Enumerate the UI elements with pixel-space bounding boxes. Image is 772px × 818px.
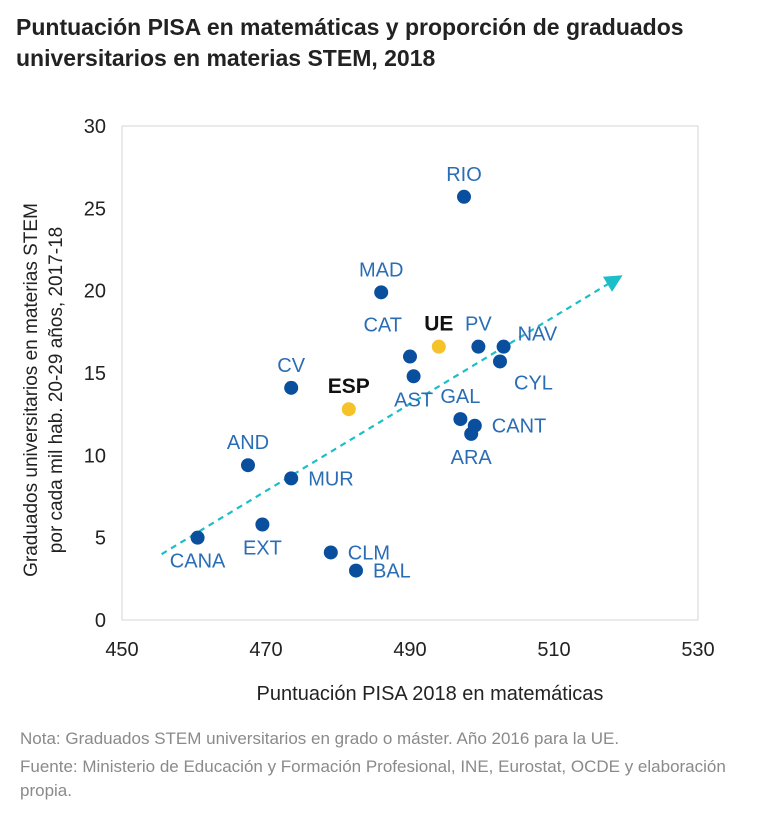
y-tick-label: 20 (84, 281, 106, 303)
point-and (241, 458, 255, 473)
y-tick-label: 5 (95, 528, 106, 550)
chart-title-line-2: universitarios en materias STEM, 2018 (16, 45, 436, 71)
point-label-pv: PV (465, 314, 492, 336)
x-tick-label: 510 (537, 639, 570, 661)
y-tick-label: 10 (84, 445, 106, 467)
point-cv (284, 380, 299, 395)
point-mad (374, 285, 389, 300)
point-label-ext: EXT (243, 537, 282, 559)
y-axis-title-line-2: por cada mil hab. 20-29 años, 2017-18 (46, 227, 67, 553)
x-tick-label: 470 (249, 639, 282, 661)
x-tick-label: 490 (393, 639, 426, 661)
x-axis: 450 470 490 510 530 (105, 639, 714, 661)
chart-title: Puntuación PISA en matemáticas y proporc… (16, 12, 756, 74)
point-bal (349, 563, 363, 578)
point-label-and: AND (227, 432, 269, 454)
point-nav (496, 339, 511, 354)
point-gal (453, 412, 468, 427)
y-axis-title-line-1: Graduados universitarios en materias STE… (21, 203, 42, 577)
point-label-cana: CANA (170, 551, 226, 573)
point-label-nav: NAV (518, 324, 558, 346)
y-tick-label: 30 (84, 116, 106, 138)
point-label-cant: CANT (492, 416, 546, 438)
point-label-mur: MUR (308, 468, 354, 490)
point-label-cyl: CYL (514, 372, 553, 394)
point-label-cv: CV (277, 355, 305, 377)
point-ext (255, 517, 270, 532)
x-tick-label: 530 (681, 639, 714, 661)
point-pv (471, 339, 486, 354)
point-label-esp: ESP (328, 375, 370, 398)
point-rio (457, 189, 471, 204)
point-label-bal: BAL (373, 561, 411, 583)
point-label-mad: MAD (359, 259, 403, 281)
footnote-fuente: Fuente: Ministerio de Educación y Formac… (20, 757, 726, 800)
y-axis: 0 5 10 15 20 25 30 (84, 116, 106, 632)
point-label-gal: GAL (440, 386, 480, 408)
point-cat (403, 349, 417, 364)
point-cana (190, 530, 205, 545)
x-axis-title: Puntuación PISA 2018 en matemáticas (257, 683, 604, 705)
point-esp (341, 402, 356, 417)
x-tick-label: 450 (105, 639, 138, 661)
point-ue (431, 339, 446, 354)
data-points: RIO MAD CAT UE PV NAV CYL CV ESP AST GAL CANT ARA AND… (170, 164, 558, 583)
point-label-ue: UE (424, 313, 453, 336)
y-tick-label: 25 (84, 198, 106, 220)
y-tick-label: 0 (95, 610, 106, 632)
point-label-cat: CAT (363, 315, 402, 337)
point-label-ara: ARA (451, 447, 493, 469)
point-cyl (493, 354, 507, 369)
point-label-clm: CLM (348, 542, 390, 564)
chart-title-line-1: Puntuación PISA en matemáticas y proporc… (16, 14, 684, 40)
point-ast (406, 369, 421, 384)
point-mur (284, 471, 299, 486)
footnote-nota: Nota: Graduados STEM universitarios en g… (20, 729, 620, 748)
trend-line (161, 275, 623, 556)
y-axis-title: Graduados universitarios en materias STE… (21, 203, 67, 577)
point-label-ast: AST (394, 389, 433, 411)
point-ara (464, 426, 479, 441)
footnotes: Nota: Graduados STEM universitarios en g… (20, 727, 760, 803)
point-label-rio: RIO (446, 164, 482, 186)
y-tick-label: 15 (84, 363, 106, 385)
plot-area (121, 125, 699, 621)
point-clm (323, 545, 338, 560)
